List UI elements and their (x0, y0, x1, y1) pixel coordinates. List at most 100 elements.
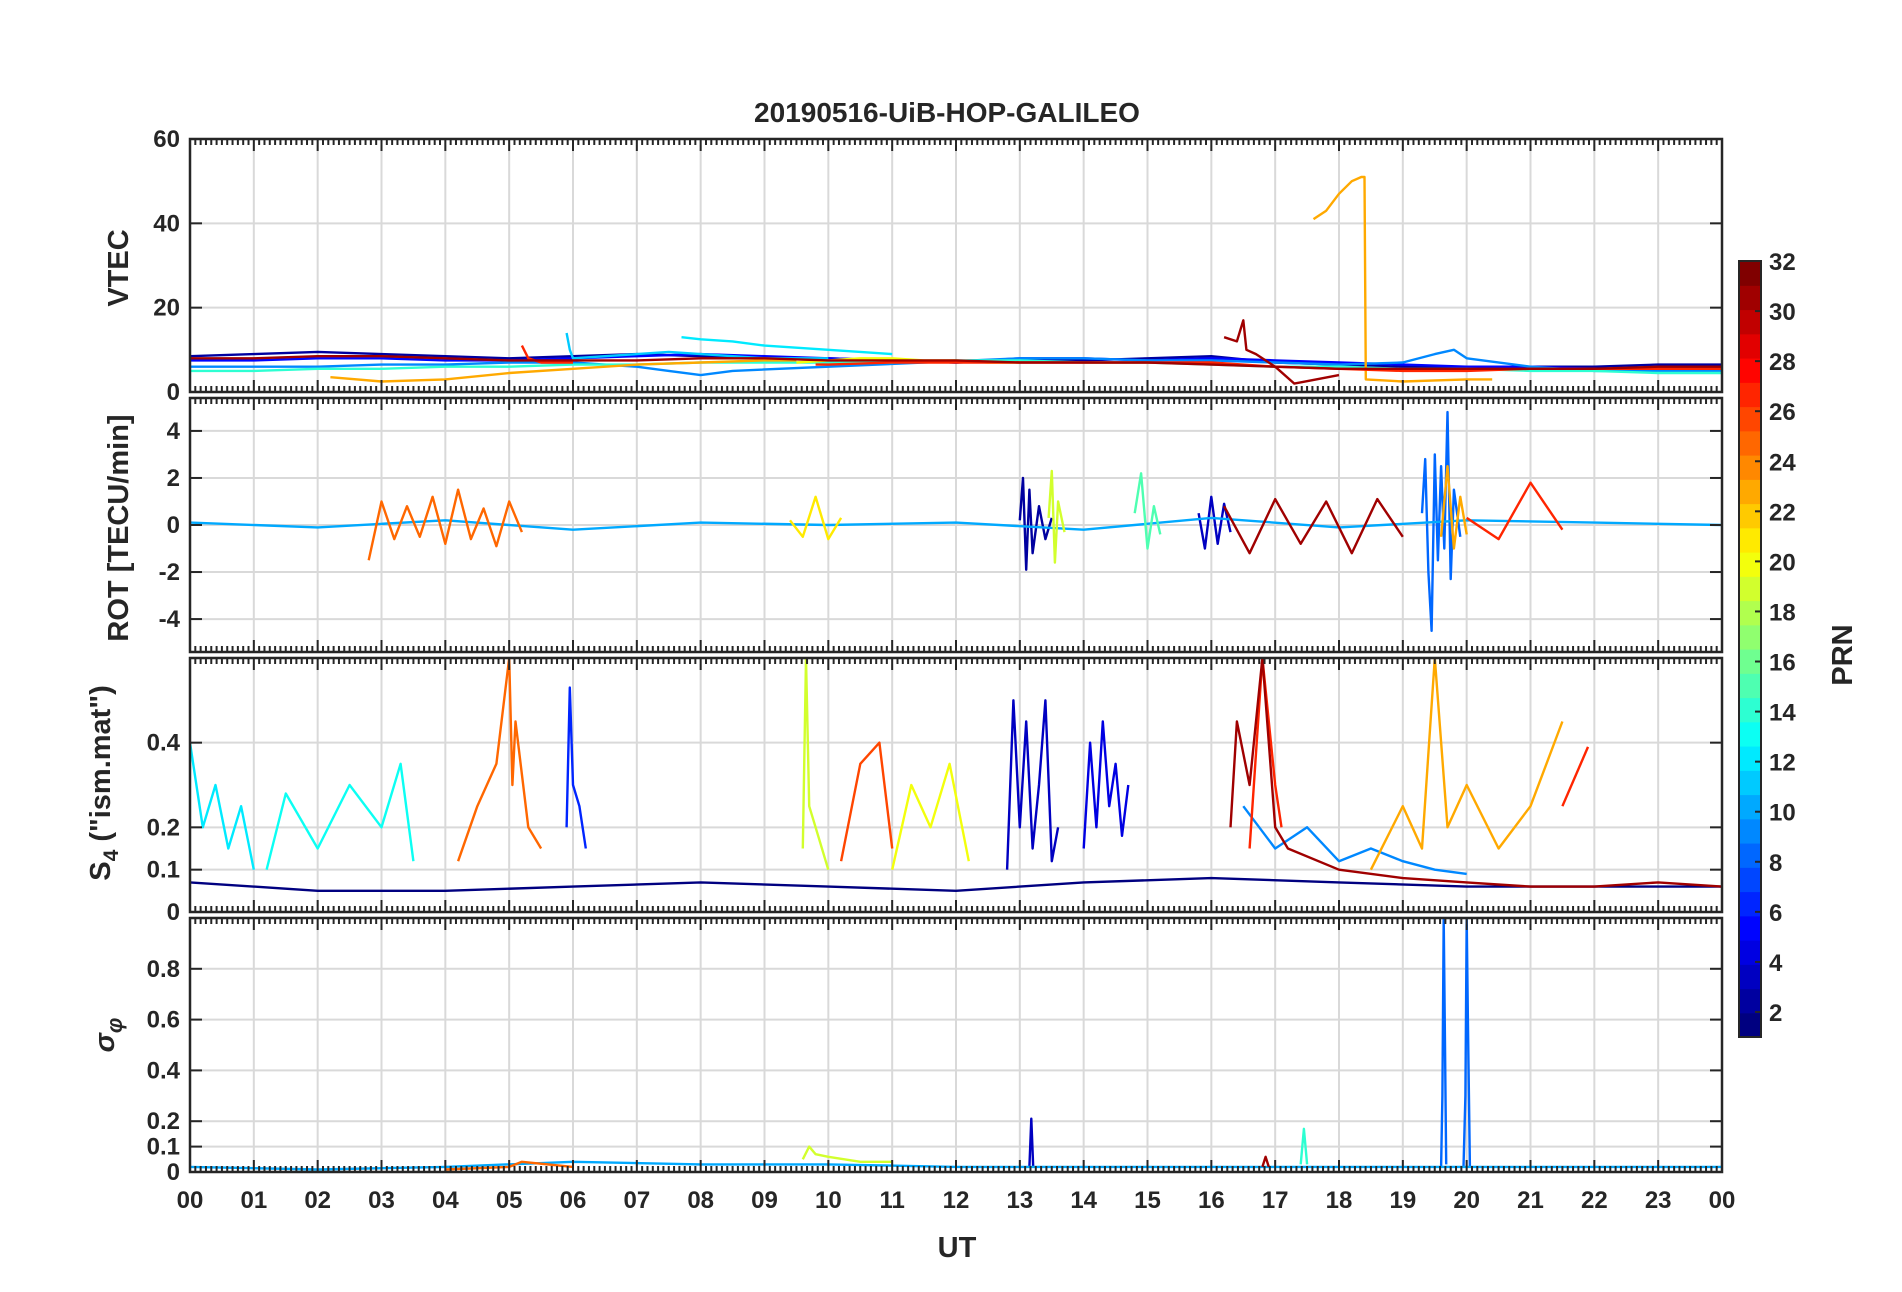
series-line-prn-8 (1420, 410, 1462, 632)
x-tick-label: 11 (879, 1187, 904, 1214)
y-tick-label: 0.2 (147, 814, 180, 841)
y-tick-label: 0 (167, 512, 180, 539)
x-tick-label: 12 (943, 1187, 970, 1214)
series-line-prn-13 (265, 762, 415, 870)
y-tick-label: 40 (153, 210, 180, 237)
colorbar-tick-label: 24 (1769, 449, 1796, 476)
x-tick-label: 19 (1389, 1187, 1416, 1214)
y-tick-label: -4 (159, 606, 181, 633)
colorbar-swatch (1739, 988, 1761, 1014)
x-tick-label: 20 (1453, 1187, 1480, 1214)
panel-frame (188, 656, 1724, 914)
panel-frame (188, 916, 1724, 1174)
series-line-prn-26 (839, 741, 894, 862)
series-line-prn-31 (1223, 319, 1340, 385)
series-line-prn-20 (891, 762, 970, 870)
colorbar-swatch (1739, 964, 1761, 990)
x-tick-label: 16 (1198, 1187, 1225, 1214)
colorbar-swatch (1739, 770, 1761, 796)
x-tick-label: 14 (1070, 1187, 1097, 1214)
ylabel-rot: ROT [TECU/min] (103, 414, 135, 641)
colorbar-swatch (1739, 527, 1761, 553)
chart-title: 20190516-UiB-HOP-GALILEO (754, 97, 1140, 128)
x-tick-label: 23 (1645, 1187, 1672, 1214)
colorbar-swatch (1739, 261, 1761, 286)
series-line-prn-25 (367, 488, 524, 561)
y-tick-label: 0.4 (147, 1057, 181, 1084)
colorbar-tick-label: 2 (1769, 1000, 1782, 1027)
panel-vtec: 0 20 40 60 (153, 126, 1724, 406)
x-tick-label: 06 (560, 1187, 587, 1214)
series-line-prn-15 (1133, 472, 1162, 550)
panel-s4: 0 0.1 0.2 0.4 (147, 656, 1724, 926)
x-tick-label: 10 (815, 1187, 842, 1214)
x-tick-label: 04 (432, 1187, 459, 1214)
ylabel-s4-sub: 4 (100, 849, 123, 861)
series-line-prn-19 (801, 658, 830, 871)
series-group (190, 175, 1722, 385)
series-line-prn-4 (1082, 720, 1130, 849)
series-group (190, 410, 1722, 632)
colorbar-tick-label: 22 (1769, 499, 1796, 526)
colorbar-label: PRN (1827, 624, 1859, 685)
series-line-prn-3 (1005, 699, 1060, 870)
colorbar-tick-label: 10 (1769, 800, 1796, 827)
x-tick-label: 02 (304, 1187, 331, 1214)
series-group (190, 658, 1722, 892)
series-line-prn-2 (1018, 476, 1053, 571)
panel-frame (188, 396, 1724, 654)
colorbar-tick-label: 12 (1769, 750, 1796, 777)
colorbar-swatch (1739, 1012, 1761, 1038)
colorbar-tick-label: 32 (1769, 249, 1796, 276)
y-tick-label: 0 (167, 899, 180, 926)
panel-sigma: 00.10.2 0.4 0.6 0.8 (147, 916, 1724, 1186)
series-line-prn-21 (789, 495, 843, 541)
series-line-prn-31 (1229, 658, 1722, 888)
y-tick-label: 0.1 (147, 1134, 180, 1161)
x-tick-label: 17 (1262, 1187, 1289, 1214)
colorbar-swatch (1739, 746, 1761, 771)
x-tick-label: 00 (1709, 1187, 1736, 1214)
colorbar-swatch (1739, 649, 1761, 674)
colorbar-tick-label: 30 (1769, 299, 1796, 326)
x-axis-label: UT (938, 1232, 977, 1264)
series-line-prn-9 (1242, 805, 1467, 876)
x-tick-label: 03 (368, 1187, 395, 1214)
colorbar-swatch (1739, 818, 1761, 844)
series-line-prn-23 (330, 359, 797, 383)
series-line-prn-8 (1439, 918, 1448, 1167)
colorbar-tick-label: 14 (1769, 700, 1796, 727)
y-tick-label: 0 (167, 1159, 180, 1186)
series-line-prn-1 (190, 876, 1722, 892)
series-line-prn-14 (1299, 1127, 1309, 1165)
series-line-prn-11 (565, 332, 829, 360)
colorbar-swatch (1739, 285, 1761, 311)
series-line-prn-31 (190, 355, 1722, 370)
y-tick-label: 60 (153, 126, 180, 153)
series-line-prn-23 (1369, 658, 1564, 871)
series-line-prn-25 (456, 658, 543, 862)
colorbar-swatch (1739, 915, 1761, 941)
series-line-prn-6 (565, 686, 587, 849)
colorbar-tick-label: 4 (1769, 950, 1783, 977)
series-line-prn-12 (681, 336, 893, 356)
ylabel-sigma-main: σ (89, 1031, 121, 1052)
gridlines (189, 398, 1723, 652)
x-tick-label: 13 (1006, 1187, 1033, 1214)
x-tick-label: 05 (496, 1187, 523, 1214)
colorbar-swatch (1739, 867, 1761, 893)
ylabel-s4-main: S (85, 861, 117, 880)
colorbar-swatch (1739, 576, 1761, 602)
x-tick-label: 22 (1581, 1187, 1608, 1214)
x-tick-label: 21 (1517, 1187, 1544, 1214)
colorbar-swatch (1739, 406, 1761, 432)
x-tick-labels: 00 01 02 03 04 05 06 07 08 09 10 11 12 13 14 15 16 17 18 19… (177, 1187, 1736, 1214)
panel-rot: -4 -2 0 2 4 (159, 396, 1724, 654)
y-tick-label: 0.8 (147, 956, 180, 983)
ylabel-vtec: VTEC (103, 229, 135, 306)
colorbar-tick-label: 18 (1769, 599, 1796, 626)
y-tick-label: 0.2 (147, 1108, 180, 1135)
colorbar-swatch (1739, 600, 1761, 626)
x-tick-label: 09 (751, 1187, 778, 1214)
